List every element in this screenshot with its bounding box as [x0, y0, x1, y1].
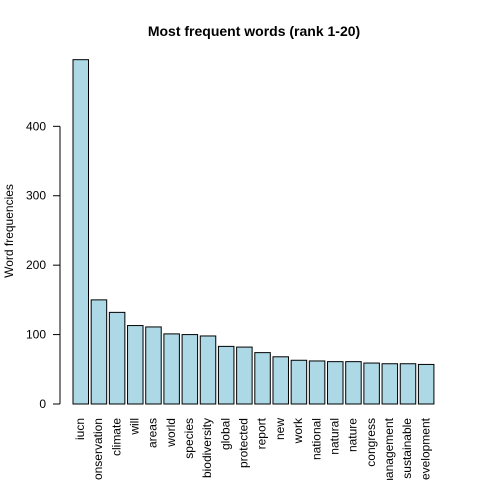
bar-report — [254, 352, 271, 405]
bar-conservation — [90, 299, 108, 405]
bar-natural — [327, 361, 344, 405]
bar-national — [308, 360, 326, 405]
y-tick-label: 100 — [26, 328, 46, 342]
x-tick-label-sustainable: sustainable — [400, 418, 414, 479]
bar-sustainable — [399, 363, 417, 405]
y-tick-label: 200 — [26, 258, 46, 272]
x-tick-label-management: management — [382, 417, 396, 480]
x-tick-label-new: new — [273, 418, 287, 440]
y-tick-label: 300 — [26, 189, 46, 203]
bar-areas — [145, 326, 162, 405]
bar-climate — [108, 311, 126, 405]
bar-work — [290, 359, 308, 405]
x-tick-label-conservation: conservation — [91, 418, 105, 480]
bar-global — [217, 345, 235, 405]
x-tick-label-will: will — [127, 418, 141, 436]
x-tick-label-natural: natural — [327, 418, 341, 455]
y-tick-label: 0 — [39, 397, 46, 411]
x-tick-label-congress: congress — [364, 418, 378, 467]
x-tick-label-areas: areas — [146, 418, 160, 448]
x-tick-label-climate: climate — [109, 418, 123, 456]
bar-world — [163, 333, 180, 405]
x-tick-label-iucn: iucn — [73, 418, 87, 440]
x-tick-label-work: work — [291, 417, 305, 444]
bar-will — [127, 325, 144, 405]
x-tick-label-world: world — [164, 418, 178, 448]
x-tick-label-national: national — [309, 418, 323, 460]
bars — [72, 59, 435, 405]
bar-iucn — [72, 59, 89, 405]
bar-protected — [236, 346, 253, 405]
y-tick-label: 400 — [26, 119, 46, 133]
bar-biodiversity — [199, 335, 217, 405]
bar-congress — [363, 362, 380, 405]
x-tick-label-global: global — [218, 418, 232, 450]
x-tick-label-species: species — [182, 418, 196, 459]
x-tick-label-report: report — [255, 417, 269, 449]
bar-development — [417, 363, 435, 405]
x-tick-label-nature: nature — [346, 418, 360, 452]
bar-species — [181, 334, 199, 405]
chart-title: Most frequent words (rank 1-20) — [148, 23, 360, 39]
bar-nature — [345, 361, 362, 405]
y-axis-label: Word frequencies — [2, 184, 16, 278]
bar-management — [381, 363, 399, 405]
x-tick-label-protected: protected — [237, 418, 251, 468]
y-axis: 0 100 200 300 400 — [26, 119, 61, 411]
x-tick-label-development: development — [418, 417, 432, 480]
bar-new — [272, 356, 289, 405]
x-axis-labels: iucn conservation climate will areas world spe… — [73, 417, 432, 480]
x-tick-label-biodiversity: biodiversity — [200, 418, 214, 478]
